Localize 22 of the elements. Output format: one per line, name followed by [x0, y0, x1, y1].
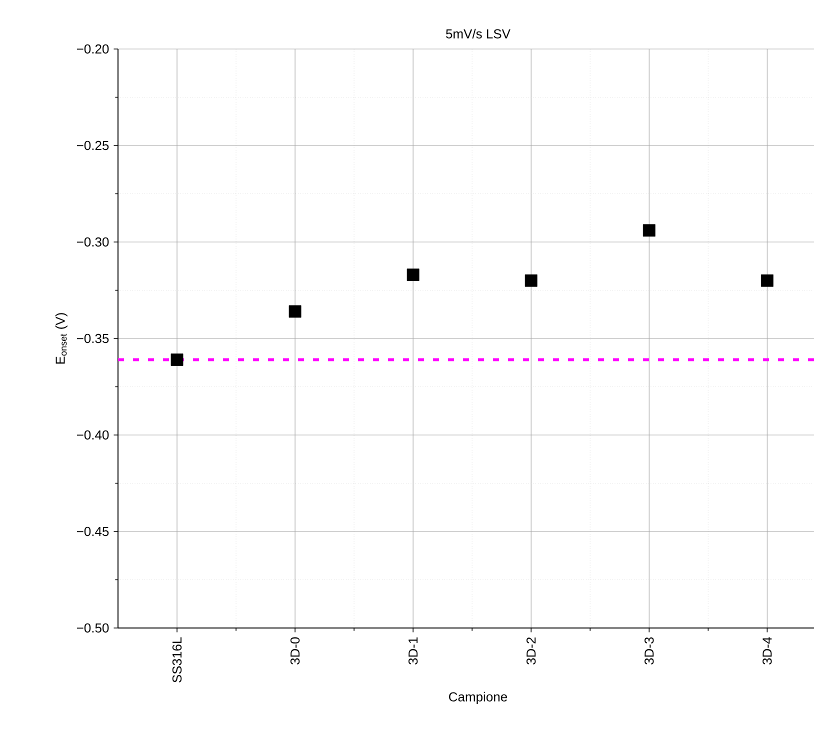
x-tick-label: 3D-0	[290, 637, 300, 664]
y-tick-label: −0.40	[76, 430, 109, 440]
y-tick-label: −0.35	[76, 334, 109, 344]
y-axis-title: E$_{onset}$ (V)	[55, 313, 68, 364]
x-tick-label: SS316L	[172, 637, 182, 682]
x-tick-label: 3D-1	[408, 637, 418, 664]
point	[760, 274, 774, 287]
point	[642, 224, 656, 237]
point	[524, 274, 538, 287]
point	[406, 268, 420, 281]
y-tick-label: −0.45	[76, 526, 109, 536]
x-axis-title: Campione	[449, 692, 508, 704]
chart-title: 5mV/s LSV	[446, 28, 510, 38]
y-tick-label: −0.30	[76, 237, 109, 247]
x-tick-label: 3D-3	[644, 637, 654, 664]
point	[170, 354, 184, 366]
x-tick-label: 3D-2	[526, 637, 536, 664]
point	[288, 305, 302, 318]
x-tick-label: 3D-4	[762, 637, 772, 664]
y-tick-label: −0.25	[76, 140, 109, 150]
y-tick-label: −0.20	[76, 44, 109, 54]
y-tick-label: −0.50	[76, 623, 109, 633]
